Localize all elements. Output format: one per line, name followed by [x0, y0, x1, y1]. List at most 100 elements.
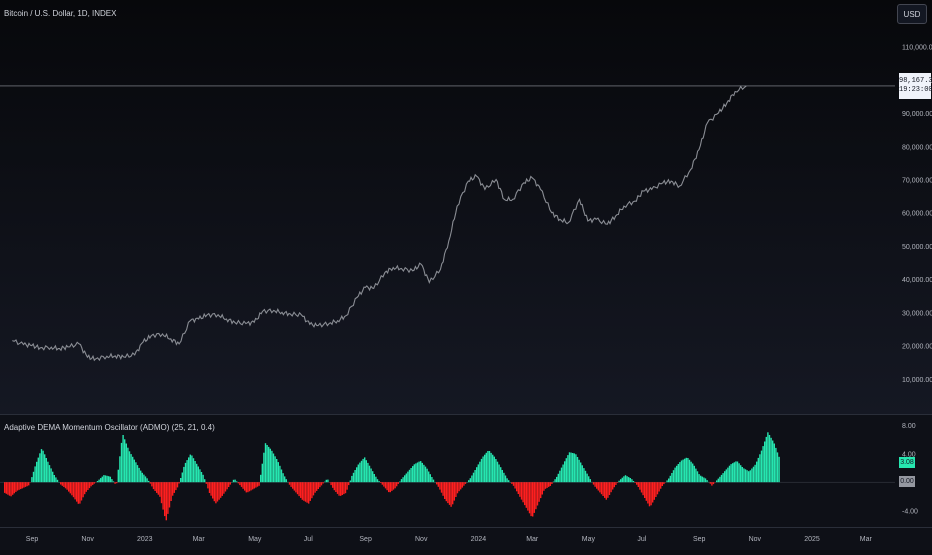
oscillator-bar	[102, 477, 103, 483]
oscillator-bar	[94, 482, 95, 483]
price-axis-tick: 20,000.00	[902, 344, 932, 351]
oscillator-bar	[337, 482, 338, 494]
oscillator-bar	[433, 480, 434, 483]
oscillator-bar	[527, 482, 528, 510]
oscillator-bar	[114, 482, 115, 484]
oscillator-bar	[767, 432, 768, 482]
oscillator-bar	[242, 482, 243, 489]
oscillator-bar	[721, 475, 722, 482]
oscillator-bar	[222, 482, 223, 496]
oscillator-bar	[345, 482, 346, 493]
oscillator-bar	[516, 482, 517, 491]
oscillator-bar	[538, 482, 539, 502]
oscillator-bar	[754, 465, 755, 482]
oscillator-bar	[82, 482, 83, 497]
oscillator-bar	[468, 480, 469, 482]
oscillator-bar	[631, 479, 632, 482]
oscillator-bar	[681, 461, 682, 483]
oscillator-bar	[190, 455, 191, 483]
oscillator-bar	[66, 482, 67, 490]
oscillator-title: Adaptive DEMA Momentum Oscillator (ADMO)…	[4, 423, 215, 432]
oscillator-bar	[44, 454, 45, 482]
oscillator-bar	[588, 476, 589, 482]
oscillator-bar	[332, 482, 333, 488]
oscillator-bar	[439, 482, 440, 489]
oscillator-bar	[742, 467, 743, 482]
oscillator-bar	[162, 482, 163, 509]
oscillator-bar	[23, 482, 24, 487]
oscillator-bar	[394, 482, 395, 488]
oscillator-bar	[497, 462, 498, 483]
oscillator-bar	[687, 458, 688, 482]
oscillator-bar	[649, 482, 650, 506]
oscillator-bar	[196, 464, 197, 482]
oscillator-bar	[142, 473, 143, 482]
oscillator-bar	[609, 482, 610, 495]
oscillator-bar	[489, 451, 490, 482]
oscillator-bar	[753, 467, 754, 483]
oscillator-bar	[374, 474, 375, 482]
oscillator-bar	[407, 472, 408, 483]
oscillator-bar	[417, 463, 418, 483]
oscillator-bar	[532, 482, 533, 516]
oscillator-bar	[564, 461, 565, 482]
oscillator-bar	[506, 478, 507, 482]
oscillator-bar	[356, 467, 357, 482]
oscillator-bar	[321, 482, 322, 485]
oscillator-bar	[47, 462, 48, 483]
oscillator-bar	[551, 482, 552, 484]
oscillator-bar	[410, 468, 411, 482]
oscillator-bar	[724, 471, 725, 482]
oscillator-bar	[236, 481, 237, 482]
oscillator-bar	[249, 482, 250, 491]
time-axis-label: Nov	[81, 536, 94, 543]
oscillator-bar	[590, 479, 591, 482]
oscillator-bar	[383, 482, 384, 486]
oscillator-bar	[351, 476, 352, 482]
oscillator-bar	[546, 482, 547, 488]
oscillator-bar	[711, 482, 712, 485]
oscillator-bar	[334, 482, 335, 490]
oscillator-bar	[286, 479, 287, 482]
time-axis-label: Nov	[415, 536, 428, 543]
oscillator-bar	[60, 482, 61, 484]
oscillator-bar	[662, 482, 663, 486]
price-axis-tick: 90,000.00	[902, 111, 932, 118]
oscillator-bar	[473, 473, 474, 483]
oscillator-bar	[70, 482, 71, 493]
oscillator-bar	[268, 447, 269, 482]
oscillator-bar	[425, 467, 426, 483]
oscillator-bar	[390, 482, 391, 492]
oscillator-bar	[180, 478, 181, 482]
oscillator-bar	[126, 444, 127, 483]
time-axis-label: Sep	[359, 536, 372, 543]
oscillator-bar	[377, 479, 378, 482]
oscillator-bar	[364, 457, 365, 482]
oscillator-bar	[479, 462, 480, 483]
oscillator-bar	[470, 478, 471, 482]
oscillator-bar	[446, 482, 447, 501]
oscillator-bar	[614, 482, 615, 487]
oscillator-bar	[513, 482, 514, 486]
oscillator-bar	[278, 462, 279, 482]
oscillator-bar	[423, 465, 424, 482]
oscillator-bar	[530, 482, 531, 516]
oscillator-bar	[31, 477, 32, 482]
oscillator-bar	[686, 458, 687, 482]
oscillator-bar	[295, 482, 296, 492]
oscillator-bar	[650, 482, 651, 505]
oscillator-bar	[214, 482, 215, 501]
oscillator-bar	[750, 470, 751, 482]
oscillator-bar	[361, 461, 362, 482]
oscillator-bar	[263, 453, 264, 483]
currency-button[interactable]: USD	[897, 4, 927, 24]
oscillator-bar	[215, 482, 216, 503]
oscillator-bar	[647, 482, 648, 503]
oscillator-bar	[441, 482, 442, 493]
oscillator-bar	[626, 476, 627, 482]
oscillator-bar	[71, 482, 72, 495]
oscillator-bar	[166, 482, 167, 520]
oscillator-bar	[404, 475, 405, 482]
